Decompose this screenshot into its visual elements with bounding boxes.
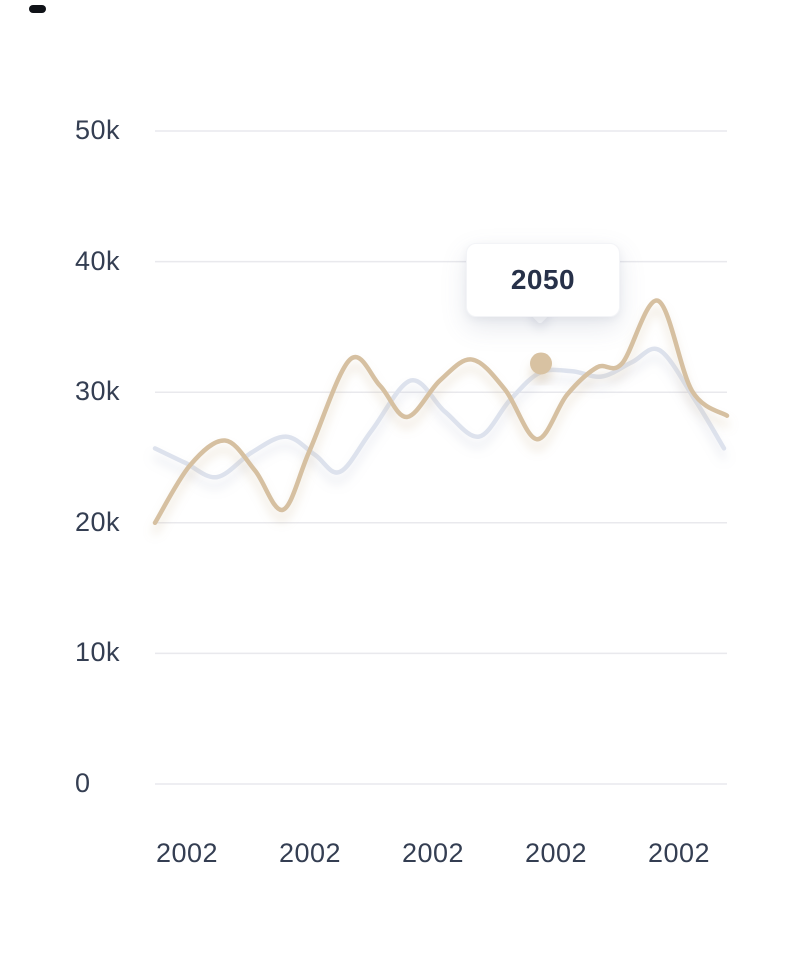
marker-dot[interactable]: [530, 352, 552, 375]
x-tick-label: 2002: [278, 838, 342, 868]
y-tick-label: 10k: [75, 637, 121, 668]
y-tick-label: 20k: [75, 506, 121, 537]
y-tick-label: 30k: [75, 376, 121, 407]
gridlines: [155, 130, 727, 785]
x-tick-label: 2002: [647, 838, 711, 868]
x-tick-label: 2002: [401, 838, 465, 868]
x-tick-label: 2002: [155, 838, 219, 868]
y-tick-label: 40k: [75, 245, 121, 276]
x-tick-label: 2002: [524, 838, 588, 868]
tooltip-label: 2050: [510, 264, 576, 295]
tooltip: 2050: [466, 243, 620, 317]
series-comparison-line: [152, 346, 727, 480]
series-primary-line: [152, 298, 730, 526]
y-tick-label: 0: [75, 767, 91, 798]
y-tick-label: 50k: [75, 114, 121, 145]
corner-dash-marker: [29, 5, 46, 13]
